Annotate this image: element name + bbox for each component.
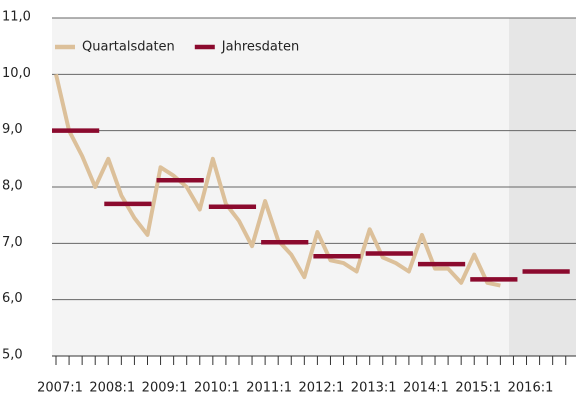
x-tick-label: 2016:1 [508,381,554,396]
y-tick-label: 9,0 [2,122,23,137]
x-tick-label: 2014:1 [403,381,449,396]
x-tick-label: 2010:1 [194,381,240,396]
x-tick-label: 2013:1 [351,381,397,396]
x-tick-label: 2008:1 [89,381,135,396]
y-tick-label: 10,0 [2,66,31,81]
legend-label: Jahresdaten [221,40,299,55]
x-tick-label: 2015:1 [455,381,501,396]
y-tick-label: 6,0 [2,291,23,306]
y-tick-label: 11,0 [2,10,31,25]
x-tick-label: 2007:1 [37,381,83,396]
y-tick-label: 8,0 [2,179,23,194]
x-tick-label: 2011:1 [246,381,292,396]
y-tick-label: 7,0 [2,235,23,250]
y-tick-label: 5,0 [2,348,23,363]
x-tick-label: 2012:1 [299,381,345,396]
legend-label: Quartalsdaten [82,40,175,55]
x-tick-label: 2009:1 [142,381,188,396]
